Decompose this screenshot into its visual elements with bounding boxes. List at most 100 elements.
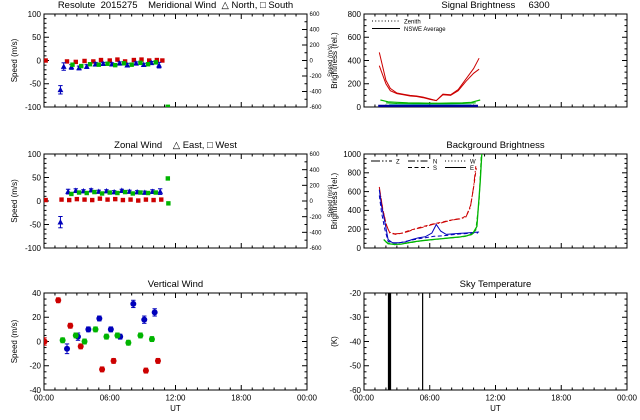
svg-text:Zonal Wind △ East, □ West: Zonal Wind △ East, □ West	[114, 140, 237, 151]
signal-brightness-series-zenith-red	[378, 52, 480, 102]
svg-text:0: 0	[37, 56, 42, 65]
svg-text:Speed (m/s): Speed (m/s)	[10, 179, 19, 223]
svg-text:400: 400	[310, 168, 321, 174]
svg-text:06:00: 06:00	[420, 394, 441, 403]
svg-text:-50: -50	[29, 80, 41, 89]
svg-text:50: 50	[32, 33, 41, 42]
svg-text:Resolute 2015275 Meridiona: Resolute 2015275 Meridional Wind △ North…	[58, 0, 293, 11]
svg-text:Zenith: Zenith	[404, 19, 421, 25]
svg-text:200: 200	[348, 225, 362, 234]
signal-brightness-series-nswe-average-red	[378, 65, 480, 102]
svg-text:0: 0	[310, 59, 314, 65]
svg-text:-40: -40	[349, 337, 361, 346]
svg-text:1000: 1000	[343, 150, 361, 159]
svg-text:18:00: 18:00	[231, 394, 252, 403]
svg-text:E: E	[470, 166, 474, 172]
svg-text:-200: -200	[310, 215, 323, 221]
signal-brightness-series-green-upper	[380, 99, 481, 104]
svg-text:UT: UT	[490, 404, 501, 413]
svg-text:400: 400	[310, 28, 321, 34]
svg-text:200: 200	[310, 184, 321, 190]
svg-text:-200: -200	[310, 74, 323, 80]
svg-text:-30: -30	[349, 313, 361, 322]
svg-text:12:00: 12:00	[485, 394, 506, 403]
svg-text:Brightness (rel.): Brightness (rel.)	[330, 32, 339, 89]
svg-text:-600: -600	[310, 246, 323, 252]
svg-text:400: 400	[348, 206, 362, 215]
svg-text:-600: -600	[310, 105, 323, 111]
svg-text:0: 0	[37, 337, 42, 346]
svg-text:00:00: 00:00	[617, 394, 638, 403]
svg-text:Vertical Wind: Vertical Wind	[148, 279, 203, 290]
svg-text:Z: Z	[396, 159, 400, 165]
svg-text:(K): (K)	[330, 336, 339, 347]
svg-text:Brightness (rel.): Brightness (rel.)	[330, 172, 339, 229]
svg-text:-20: -20	[29, 362, 41, 371]
meridional-wind-series-red-squares	[44, 57, 165, 65]
background-brightness-series-green-dashed	[385, 154, 482, 246]
svg-text:800: 800	[348, 169, 362, 178]
svg-text:600: 600	[310, 152, 321, 158]
svg-text:Speed (m/s): Speed (m/s)	[328, 44, 334, 77]
meridional-wind-chart: -100 -50 0 50 100 Speed (m/s) -600 -400 -200 0 200…	[10, 0, 334, 112]
svg-text:800: 800	[348, 10, 362, 19]
svg-text:12:00: 12:00	[165, 394, 186, 403]
zonal-wind-chart: -100 -50 0 50 100 Speed (m/s) -600 -400 -200 0 200…	[10, 140, 334, 253]
svg-text:S: S	[433, 166, 437, 172]
svg-text:06:00: 06:00	[100, 394, 121, 403]
svg-text:40: 40	[32, 289, 41, 298]
svg-text:NSWE Average: NSWE Average	[404, 27, 446, 33]
svg-text:-50: -50	[349, 362, 361, 371]
svg-text:-400: -400	[310, 231, 323, 237]
signal-brightness-chart: 0 200 400 600 800 Brightness (rel.) Zenith NSWE…	[330, 0, 628, 112]
svg-text:0: 0	[357, 103, 362, 112]
svg-text:400: 400	[348, 56, 362, 65]
vertical-wind-chart: 00:00 06:00 12:00 18:00 00:00 UT -40 -20 0 20 40 Sp…	[10, 279, 318, 413]
svg-text:50: 50	[32, 173, 41, 182]
svg-text:-60: -60	[349, 386, 361, 395]
svg-text:-50: -50	[29, 220, 41, 229]
background-brightness-chart: 0 200 400 600 800 1000 Brightness (rel.) Z NS WE B…	[330, 140, 628, 253]
background-brightness-series-blue-solid	[378, 189, 480, 244]
signal-brightness-series-green-lower	[385, 102, 476, 105]
svg-text:-100: -100	[25, 244, 42, 253]
svg-text:-400: -400	[310, 90, 323, 96]
svg-text:600: 600	[310, 12, 321, 18]
svg-text:-20: -20	[349, 289, 361, 298]
svg-text:0: 0	[310, 199, 314, 205]
sky-temperature-chart: 00:00 06:00 12:00 18:00 00:00 UT -60 -50 -40 -30 -…	[330, 279, 638, 413]
svg-text:Speed (m/s): Speed (m/s)	[10, 38, 19, 82]
meridional-wind-series-green-squares	[70, 60, 171, 107]
vertical-wind-series-red-dots	[44, 297, 161, 374]
svg-text:100: 100	[28, 150, 42, 159]
svg-text:200: 200	[310, 43, 321, 49]
svg-text:00:00: 00:00	[34, 394, 55, 403]
background-brightness-series-blue-dashed	[378, 195, 479, 244]
svg-text:100: 100	[28, 10, 42, 19]
svg-text:600: 600	[348, 33, 362, 42]
svg-text:Signal Brightness 6300: Signal Brightness 6300	[441, 0, 549, 11]
svg-text:-100: -100	[25, 103, 42, 112]
svg-text:200: 200	[348, 80, 362, 89]
svg-text:600: 600	[348, 187, 362, 196]
svg-text:0: 0	[357, 244, 362, 253]
background-brightness-series-red-dashdot	[378, 166, 477, 235]
svg-text:00:00: 00:00	[354, 394, 375, 403]
svg-text:Speed (m/s): Speed (m/s)	[10, 319, 19, 363]
svg-text:Speed (m/s): Speed (m/s)	[328, 185, 334, 218]
svg-text:Background Brightness: Background Brightness	[446, 140, 544, 151]
zonal-wind-series-green-squares	[69, 176, 171, 206]
svg-text:00:00: 00:00	[297, 394, 318, 403]
background-brightness-series-red-dashed	[379, 168, 477, 235]
svg-text:18:00: 18:00	[551, 394, 572, 403]
svg-text:0: 0	[37, 197, 42, 206]
svg-text:W: W	[470, 159, 476, 165]
svg-text:Sky Temperature: Sky Temperature	[460, 279, 532, 290]
sky-temperature-series-event-vlines	[387, 293, 424, 390]
svg-text:UT: UT	[170, 404, 181, 413]
svg-text:N: N	[433, 159, 437, 165]
vertical-wind-series-green-dots	[59, 326, 155, 346]
zonal-wind-series-red-squares	[44, 196, 164, 203]
